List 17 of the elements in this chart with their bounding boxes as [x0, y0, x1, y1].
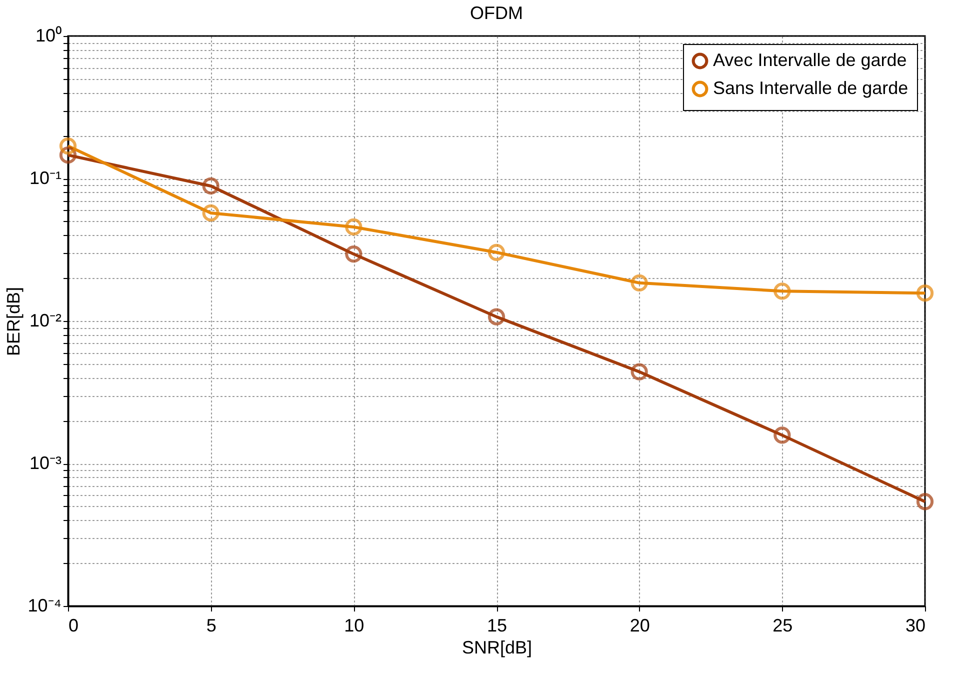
y-tick-label: 10⁻³: [29, 453, 62, 473]
x-tick-label: 0: [68, 616, 79, 636]
x-tick-label: 30: [905, 616, 926, 636]
y-tick-label: 10⁻²: [29, 310, 62, 330]
chart-title: OFDM: [470, 3, 523, 23]
x-tick-label: 5: [206, 616, 216, 636]
y-tick-label: 10⁻⁴: [28, 596, 62, 616]
legend-label: Sans Intervalle de garde: [713, 78, 908, 98]
x-tick-label: 15: [486, 616, 508, 636]
x-tick-label: 10: [344, 616, 364, 636]
y-tick-label: 10⁰: [35, 26, 62, 46]
y-axis-title: BER[dB]: [4, 286, 24, 356]
x-axis-title: SNR[dB]: [462, 638, 532, 658]
y-tick-label: 10⁻¹: [29, 168, 62, 188]
legend-label: Avec Intervalle de garde: [713, 50, 907, 70]
x-tick-label: 20: [630, 616, 650, 636]
x-tick-label: 25: [772, 616, 793, 636]
